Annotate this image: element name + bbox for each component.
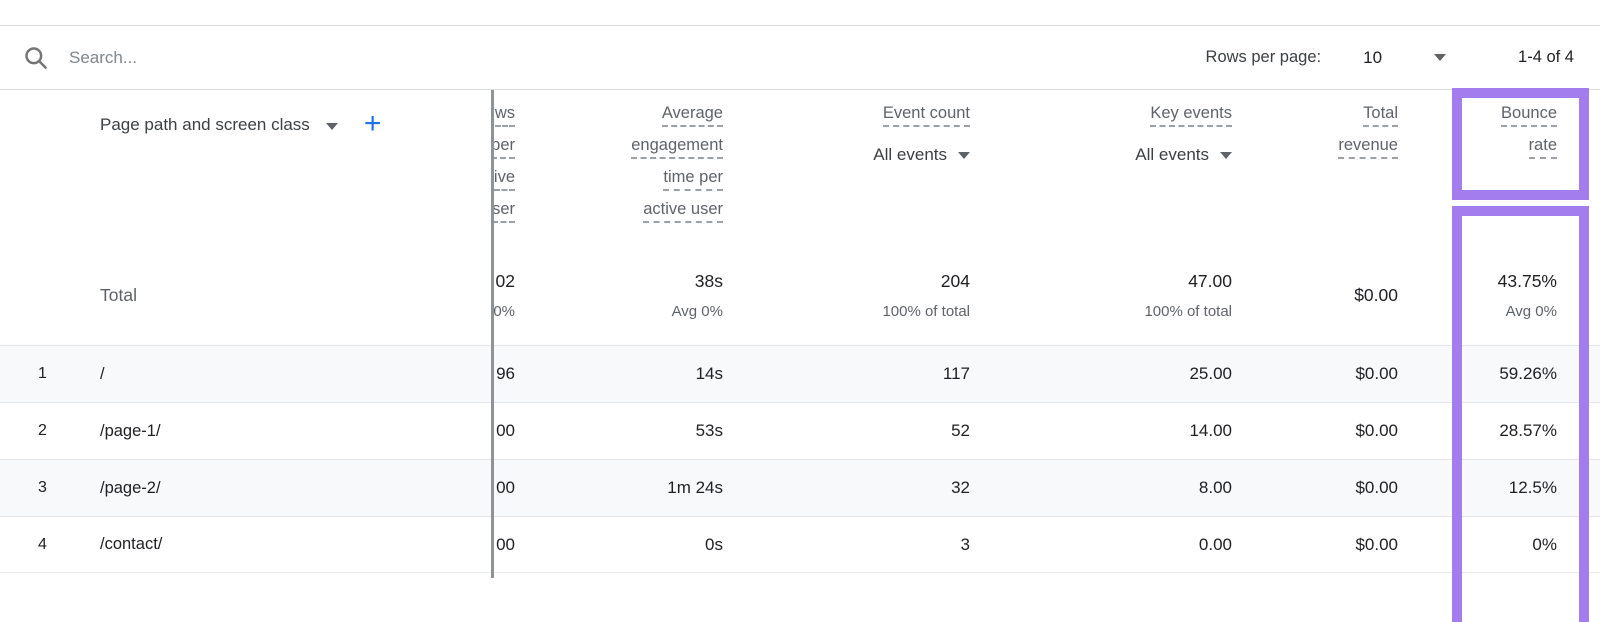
totals-row: Total 02 0% 38s Avg 0% 204 100% of total… [0,245,1600,345]
header-line: revenue [1338,135,1398,159]
cell-views: 96 [496,364,515,383]
header-line: Key events [1150,103,1232,127]
column-header-key-events[interactable]: Key events All events [970,90,1232,245]
pagination-range: 1-4 of 4 [1518,48,1574,66]
page-path: /contact/ [100,535,163,553]
metric-sub: 100% of total [1144,302,1232,320]
header-line: rate [1528,135,1557,159]
highlight-box-bounce-rate-column [1452,206,1589,622]
cell-views: 00 [496,421,515,440]
row-index: 2 [38,422,47,439]
search-input[interactable] [69,47,1206,68]
search-icon [25,47,47,69]
table-row[interactable]: 2 /page-1/ 00 53s 52 14.00 $0.00 28.57% [0,402,1600,459]
totals-avg-engagement: 38s Avg 0% [515,245,723,345]
row-index: 1 [38,365,47,382]
page-path: / [100,364,105,383]
cell-event-count: 117 [942,364,970,383]
dimension-header[interactable]: Page path and screen class + [0,90,493,245]
event-count-filter[interactable]: All events [873,141,970,169]
filter-label: All events [873,145,947,164]
cell-avg-engagement: 53s [695,421,723,440]
column-header-event-count[interactable]: Event count All events [723,90,970,245]
metric-sub: 0% [493,302,515,320]
page-path: /page-2/ [100,478,161,497]
header-line: Average [661,103,723,127]
rows-per-page-label: Rows per page: [1205,48,1322,66]
cell-event-count: 52 [951,421,970,440]
header-line: time per [663,167,723,191]
cell-bounce-rate: 12.5% [1508,478,1557,497]
column-resize-divider[interactable] [491,90,494,578]
totals-event-count: 204 100% of total [723,245,970,345]
cell-total-revenue: $0.00 [1355,478,1398,497]
cell-key-events: 25.00 [1189,364,1232,383]
cell-key-events: 0.00 [1198,534,1232,554]
header-line: Event count [882,103,970,127]
cell-total-revenue: $0.00 [1355,364,1398,383]
filter-caret-icon [1220,151,1232,159]
totals-label: Total [100,284,137,305]
cell-event-count: 3 [960,534,970,554]
column-header-avg-engagement[interactable]: Average engagement time per active user [515,90,723,245]
cell-total-revenue: $0.00 [1355,421,1398,440]
add-dimension-button[interactable]: + [363,107,382,140]
column-header-views-clipped[interactable]: ws per ive ser [493,90,515,245]
totals-views-clipped: 02 0% [493,245,515,345]
header-line: per [493,135,515,159]
metric-value: 38s [694,270,723,291]
table-row[interactable]: 1 / 96 14s 117 25.00 $0.00 59.26% [0,345,1600,402]
page-path: /page-1/ [100,421,161,440]
table-row[interactable]: 3 /page-2/ 00 1m 24s 32 8.00 $0.00 12.5% [0,459,1600,516]
cell-views: 00 [496,478,515,497]
cell-key-events: 14.00 [1189,421,1232,440]
header-line: ser [493,199,515,223]
cell-avg-engagement: 1m 24s [667,478,723,497]
table-row[interactable]: 4 /contact/ 00 0s 3 0.00 $0.00 0% [0,516,1600,573]
row-index: 3 [38,479,47,496]
cell-event-count: 32 [951,478,970,497]
metric-value: 43.75% [1497,270,1557,291]
cell-total-revenue: $0.00 [1355,534,1398,554]
metric-sub: Avg 0% [671,302,723,320]
cell-key-events: 8.00 [1198,478,1232,497]
metric-value: 02 [495,270,515,291]
metric-sub: Avg 0% [1505,302,1557,320]
dimension-dropdown-caret-icon[interactable] [325,123,338,130]
totals-revenue: $0.00 [1232,245,1398,345]
header-line: ive [493,167,515,191]
cell-bounce-rate: 28.57% [1499,421,1557,440]
row-index: 4 [38,535,47,553]
dimension-header-label: Page path and screen class [100,115,310,134]
key-events-filter[interactable]: All events [1135,141,1232,169]
highlight-box-bounce-rate-header [1452,88,1589,200]
metric-value: 47.00 [1188,270,1232,291]
header-line: ws [494,103,515,127]
column-header-bounce-rate[interactable]: Bounce rate [1398,90,1557,245]
filter-label: All events [1135,145,1209,164]
header-line: active user [643,199,723,223]
table-toolbar: Rows per page: 10 1-4 of 4 [0,25,1600,90]
header-line: Bounce [1501,103,1557,127]
cell-views: 00 [496,534,515,554]
metric-sub: 100% of total [882,302,970,320]
cell-bounce-rate: 59.26% [1499,364,1557,383]
metric-value: 204 [940,270,970,291]
cell-bounce-rate: 0% [1532,534,1557,554]
rows-per-page-caret-icon[interactable] [1434,54,1447,61]
filter-caret-icon [958,151,970,159]
totals-key-events: 47.00 100% of total [970,245,1232,345]
cell-avg-engagement: 14s [695,364,723,383]
rows-per-page-value[interactable]: 10 [1363,47,1383,67]
metric-value: $0.00 [1354,284,1398,305]
column-header-total-revenue[interactable]: Total revenue [1232,90,1398,245]
totals-bounce-rate: 43.75% Avg 0% [1398,245,1557,345]
header-line: Total [1363,103,1398,127]
table-header-row: Page path and screen class + ws per ive … [0,90,1600,245]
cell-avg-engagement: 0s [705,534,723,554]
header-line: engagement [631,135,723,159]
